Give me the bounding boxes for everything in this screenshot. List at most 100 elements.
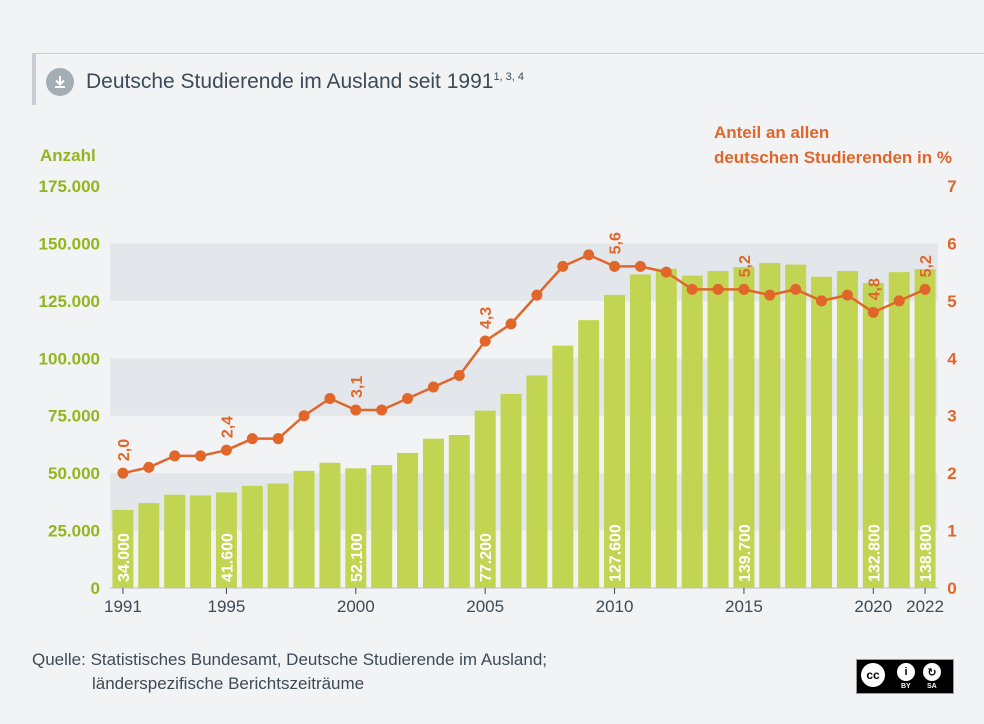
- bar-value-label: 77.200: [478, 533, 495, 582]
- percent-point: [738, 283, 750, 295]
- bar: [319, 462, 341, 588]
- left-tick-label: 125.000: [39, 292, 100, 311]
- grid-band: [110, 243, 938, 301]
- grid-band: [110, 473, 938, 531]
- grid-band: [110, 300, 938, 359]
- bar: [190, 495, 212, 588]
- grid-band: [110, 415, 938, 474]
- percent-value-label: 2,0: [116, 439, 133, 461]
- percent-point: [841, 289, 853, 301]
- bar: [422, 438, 444, 588]
- bar-value-label: 139.700: [737, 524, 754, 582]
- percent-point: [169, 450, 181, 462]
- percent-point: [531, 289, 543, 301]
- bar: [164, 494, 186, 588]
- bar-value-label: 34.000: [116, 533, 133, 582]
- bar-value-label: 52.100: [349, 533, 366, 582]
- grid-band: [110, 186, 938, 244]
- bar: [578, 320, 600, 588]
- right-axis-label-line2: deutschen Studierenden in %: [713, 148, 952, 167]
- download-icon[interactable]: [46, 68, 74, 96]
- bar: [215, 492, 237, 588]
- bar: [293, 470, 315, 588]
- percent-point: [195, 450, 207, 462]
- bar: [707, 270, 729, 588]
- left-tick-label: 150.000: [39, 234, 100, 253]
- percent-point: [350, 404, 362, 416]
- percent-point: [660, 266, 672, 278]
- left-tick-label: 50.000: [48, 464, 100, 483]
- left-axis-label: Anzahl: [40, 146, 96, 165]
- bar: [138, 503, 160, 588]
- percent-value-label: 4,3: [478, 307, 495, 329]
- percent-point: [686, 283, 698, 295]
- percent-point: [634, 260, 646, 272]
- percent-point: [143, 461, 155, 473]
- percent-point: [505, 318, 517, 330]
- bar: [914, 269, 936, 588]
- right-tick-label: 2: [947, 464, 956, 483]
- source-line2: länderspezifische Berichtszeiträume: [92, 674, 365, 693]
- percent-point: [272, 433, 284, 445]
- download-arrow-icon: [55, 76, 65, 88]
- percent-point: [712, 283, 724, 295]
- percent-point: [816, 295, 828, 307]
- bar: [241, 485, 263, 588]
- bar: [397, 452, 419, 588]
- title-accent-bar: [32, 53, 36, 105]
- bar: [112, 509, 134, 588]
- bar: [448, 435, 470, 588]
- header-rule: [32, 53, 984, 54]
- percent-point: [376, 404, 388, 416]
- bar-value-label: 138.800: [918, 524, 935, 582]
- page-title: Deutsche Studierende im Ausland seit 199…: [86, 70, 524, 94]
- percent-point: [919, 283, 931, 295]
- title-text: Deutsche Studierende im Ausland seit 199…: [86, 70, 494, 93]
- percent-point: [402, 392, 414, 404]
- percent-value-label: 2,4: [219, 416, 236, 438]
- by-label: BY: [901, 683, 911, 690]
- left-tick-label: 25.000: [48, 522, 100, 541]
- x-tick-label: 2010: [596, 597, 634, 616]
- bar: [733, 267, 755, 588]
- right-tick-label: 6: [947, 234, 956, 253]
- left-tick-label: 75.000: [48, 407, 100, 426]
- cc-by-sa-badge[interactable]: cc i ↻ BY SA: [856, 659, 954, 694]
- right-tick-label: 1: [947, 522, 956, 541]
- bar-value-label: 132.800: [866, 524, 883, 582]
- bar: [836, 270, 858, 588]
- bar-value-label: 127.600: [608, 524, 625, 582]
- percent-value-label: 3,1: [349, 376, 366, 398]
- sa-icon: ↻: [923, 663, 941, 681]
- percent-point: [790, 283, 802, 295]
- bar: [526, 375, 548, 588]
- percent-point: [893, 295, 905, 307]
- x-tick-label: 1995: [208, 597, 246, 616]
- grid-band: [110, 358, 938, 416]
- bar: [888, 272, 910, 588]
- cc-icon: cc: [861, 663, 885, 687]
- percent-point: [583, 249, 595, 261]
- by-icon: i: [897, 663, 915, 681]
- bar: [629, 274, 651, 588]
- bar: [759, 262, 781, 588]
- x-tick-label: 2022: [906, 597, 944, 616]
- bar-value-label: 41.600: [219, 533, 236, 582]
- bar: [345, 468, 367, 588]
- percent-value-label: 5,6: [608, 232, 625, 254]
- bar: [655, 268, 677, 588]
- right-tick-label: 7: [947, 177, 956, 196]
- percent-point: [220, 444, 232, 456]
- x-tick-label: 2020: [854, 597, 892, 616]
- left-tick-label: 0: [91, 579, 100, 598]
- x-tick-label: 2005: [466, 597, 504, 616]
- right-tick-label: 0: [947, 579, 956, 598]
- percent-point: [298, 410, 310, 422]
- right-tick-label: 5: [947, 292, 956, 311]
- percent-point: [557, 260, 569, 272]
- sa-label: SA: [927, 683, 937, 690]
- bar: [862, 282, 884, 588]
- bar: [785, 264, 807, 588]
- bar: [267, 483, 289, 588]
